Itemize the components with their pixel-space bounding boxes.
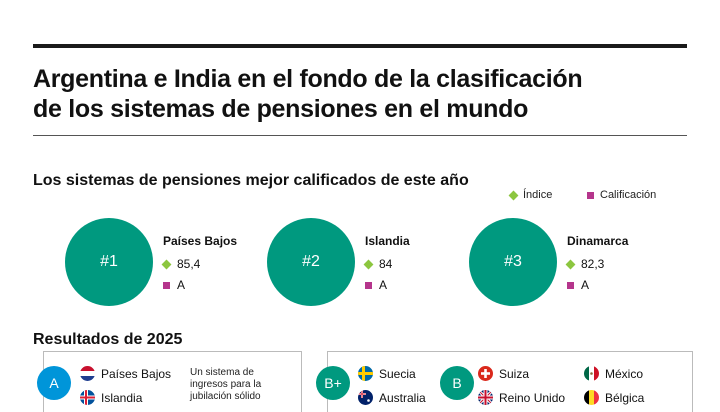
diamond-icon [508, 190, 519, 200]
grade-a-description: Un sistema de ingresos para la jubilació… [190, 367, 262, 402]
country-netherlands: Países Bajos [80, 366, 171, 381]
rank-country: Países Bajos [163, 234, 238, 248]
grade-badge-a: A [37, 366, 71, 400]
title-rule [33, 135, 687, 136]
country-label: Bélgica [605, 390, 645, 405]
iceland-flag-icon [80, 390, 95, 405]
united-kingdom-flag-icon [478, 390, 493, 405]
mexico-flag-icon [584, 366, 599, 381]
legend-index: Índice [508, 189, 553, 201]
title-line-1: Argentina e India en el fondo de la clas… [33, 65, 583, 93]
rank-country: Islandia [365, 234, 410, 248]
belgium-flag-icon [584, 390, 599, 405]
rank-index-value: 82,3 [581, 257, 605, 271]
rank-grade-value: A [379, 278, 388, 292]
diamond-icon [161, 259, 172, 269]
results-title: Resultados de 2025 [33, 331, 183, 348]
country-label: Suiza [499, 366, 530, 381]
rank-circle: #1 [65, 218, 153, 306]
country-label: Suecia [379, 366, 416, 381]
grade-badge-bplus: B+ [316, 366, 350, 400]
rank-country: Dinamarca [567, 234, 629, 248]
top-rule [33, 44, 687, 48]
country-label: México [605, 366, 644, 381]
page-title: Argentina e India en el fondo de la clas… [33, 64, 693, 124]
results-panel-a: A Países Bajos Islandia Un sistema de in… [37, 351, 302, 412]
sweden-flag-icon [358, 366, 373, 381]
country-label: Australia [379, 390, 426, 405]
legend-index-label: Índice [523, 189, 553, 201]
country-switzerland: Suiza [478, 366, 529, 381]
rank-grade-row: A [365, 278, 387, 292]
rank-index-value: 84 [379, 257, 393, 271]
rank-grade-row: A [163, 278, 185, 292]
title-line-2: de los sistemas de pensiones en el mundo [33, 95, 529, 123]
country-united-kingdom: Reino Unido [478, 390, 565, 405]
country-label: Islandia [101, 390, 143, 405]
square-icon [365, 281, 372, 289]
country-label: Reino Unido [499, 390, 566, 405]
legend-grade: Calificación [587, 189, 656, 201]
australia-flag-icon [358, 390, 373, 405]
square-icon [163, 281, 170, 289]
square-icon [567, 281, 574, 289]
rank-circle: #3 [469, 218, 557, 306]
country-sweden: Suecia [358, 366, 416, 381]
rank-circle: #2 [267, 218, 355, 306]
rank-grade-value: A [177, 278, 186, 292]
switzerland-flag-icon [478, 366, 493, 381]
country-belgium: Bélgica [584, 390, 644, 405]
country-iceland: Islandia [80, 390, 142, 405]
rank-index-value: 85,4 [177, 257, 201, 271]
country-australia: Australia [358, 390, 426, 405]
country-mexico: México [584, 366, 643, 381]
grade-badge-b: B [440, 366, 474, 400]
chart-subtitle: Los sistemas de pensiones mejor califica… [33, 172, 469, 189]
diamond-icon [363, 259, 374, 269]
results-panel-b: B+ Suecia Australia B Suiza Reino Unido … [316, 351, 693, 412]
rank-grade-value: A [581, 278, 590, 292]
rank-grade-row: A [567, 278, 589, 292]
rank-index-row: 85,4 [161, 257, 201, 271]
diamond-icon [565, 259, 576, 269]
square-icon [587, 191, 594, 199]
rank-index-row: 82,3 [565, 257, 605, 271]
country-label: Países Bajos [101, 366, 172, 381]
legend-grade-label: Calificación [600, 189, 657, 201]
netherlands-flag-icon [80, 366, 95, 381]
rank-index-row: 84 [363, 257, 393, 271]
